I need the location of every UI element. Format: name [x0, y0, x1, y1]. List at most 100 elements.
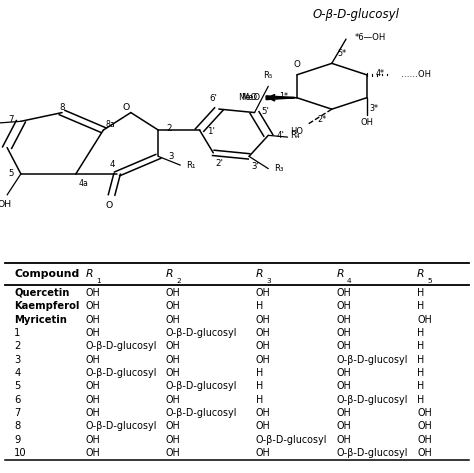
Text: H: H [256, 394, 263, 405]
Text: OH: OH [337, 435, 351, 445]
Text: 4: 4 [347, 279, 352, 284]
Text: 1: 1 [14, 328, 20, 338]
Text: OH: OH [256, 421, 271, 431]
Text: OH: OH [417, 448, 432, 458]
Text: OH: OH [166, 342, 181, 351]
Text: OH: OH [166, 315, 181, 324]
Text: 7: 7 [8, 115, 14, 124]
Text: OH: OH [337, 315, 351, 324]
Text: OH: OH [417, 408, 432, 418]
Text: O: O [106, 201, 113, 210]
Text: MeO: MeO [238, 93, 257, 102]
Text: OH: OH [256, 408, 271, 418]
Text: O: O [293, 60, 301, 69]
Text: O-β-D-glucosyl: O-β-D-glucosyl [337, 394, 408, 405]
Text: R₄: R₄ [290, 131, 300, 140]
Text: OH: OH [166, 421, 181, 431]
Text: *6—OH: *6—OH [355, 33, 386, 42]
Text: 4*: 4* [375, 69, 384, 78]
Text: OH: OH [337, 421, 351, 431]
Text: 4a: 4a [78, 179, 88, 188]
Text: 5: 5 [8, 169, 14, 178]
Text: OH: OH [360, 119, 373, 128]
Text: O-β-D-glucosyl: O-β-D-glucosyl [256, 435, 328, 445]
Text: 6: 6 [14, 394, 20, 405]
Text: 3: 3 [14, 355, 20, 365]
Text: 3*: 3* [369, 104, 378, 113]
Text: OH: OH [337, 288, 351, 298]
Text: OH: OH [256, 315, 271, 324]
Text: H: H [417, 342, 424, 351]
Text: OH: OH [85, 301, 100, 311]
Text: 8: 8 [59, 103, 65, 112]
Text: Compound: Compound [14, 269, 80, 279]
Text: 3': 3' [251, 162, 259, 171]
Text: 5': 5' [262, 107, 270, 116]
Text: OH: OH [256, 355, 271, 365]
Text: OH: OH [337, 301, 351, 311]
Text: OH: OH [85, 408, 100, 418]
Text: HO: HO [291, 127, 303, 136]
Text: OH: OH [85, 355, 100, 365]
Text: OH: OH [337, 381, 351, 391]
Text: R₁: R₁ [186, 161, 195, 170]
Text: O-β-D-glucosyl: O-β-D-glucosyl [85, 421, 157, 431]
Text: R: R [85, 269, 93, 279]
Text: OH: OH [166, 435, 181, 445]
Text: ……OH: ……OH [401, 70, 431, 79]
Text: 1: 1 [96, 279, 100, 284]
Text: OH: OH [85, 381, 100, 391]
Text: MeO: MeO [241, 93, 260, 102]
Text: 4: 4 [14, 368, 20, 378]
Text: 7: 7 [14, 408, 20, 418]
Text: OH: OH [256, 448, 271, 458]
Text: O: O [122, 103, 130, 112]
Text: OH: OH [337, 368, 351, 378]
Text: R₃: R₃ [274, 164, 283, 173]
Text: H: H [417, 368, 424, 378]
Text: O-β-D-glucosyl: O-β-D-glucosyl [337, 355, 408, 365]
Text: O-β-D-glucosyl: O-β-D-glucosyl [166, 408, 237, 418]
Text: R: R [256, 269, 264, 279]
Text: 1': 1' [207, 127, 215, 136]
Text: 5: 5 [428, 279, 432, 284]
Text: 4: 4 [109, 160, 115, 169]
Text: OH: OH [166, 301, 181, 311]
Text: OH: OH [417, 435, 432, 445]
Text: OH: OH [256, 288, 271, 298]
Text: H: H [417, 288, 424, 298]
Text: O-β-D-glucosyl: O-β-D-glucosyl [166, 328, 237, 338]
Text: H: H [256, 301, 263, 311]
Text: OH: OH [166, 394, 181, 405]
Text: 8: 8 [14, 421, 20, 431]
Text: H: H [417, 301, 424, 311]
Text: OH: OH [417, 315, 432, 324]
Text: 2: 2 [176, 279, 181, 284]
Text: 4': 4' [277, 131, 285, 140]
Text: 2: 2 [167, 124, 173, 133]
Text: 1*: 1* [279, 92, 288, 101]
Text: OH: OH [85, 448, 100, 458]
Text: O-β-D-glucosyl: O-β-D-glucosyl [85, 342, 157, 351]
Text: OH: OH [166, 368, 181, 378]
Text: O-β-D-glucosyl: O-β-D-glucosyl [166, 381, 237, 391]
Text: 2': 2' [216, 159, 224, 168]
Text: H: H [417, 355, 424, 365]
Text: OH: OH [337, 408, 351, 418]
Text: OH: OH [166, 448, 181, 458]
Text: OH: OH [85, 288, 100, 298]
Text: OH: OH [417, 421, 432, 431]
Text: R: R [166, 269, 173, 279]
Text: OH: OH [85, 328, 100, 338]
Text: 5*: 5* [337, 49, 346, 58]
Text: R: R [337, 269, 344, 279]
Text: 8a: 8a [106, 120, 116, 129]
Text: 6': 6' [210, 94, 218, 103]
Text: OH: OH [337, 342, 351, 351]
Text: OH: OH [0, 201, 12, 210]
Text: R: R [417, 269, 425, 279]
Text: 2*: 2* [317, 114, 326, 123]
Text: 10: 10 [14, 448, 27, 458]
Text: 9: 9 [14, 435, 20, 445]
Text: OH: OH [166, 355, 181, 365]
